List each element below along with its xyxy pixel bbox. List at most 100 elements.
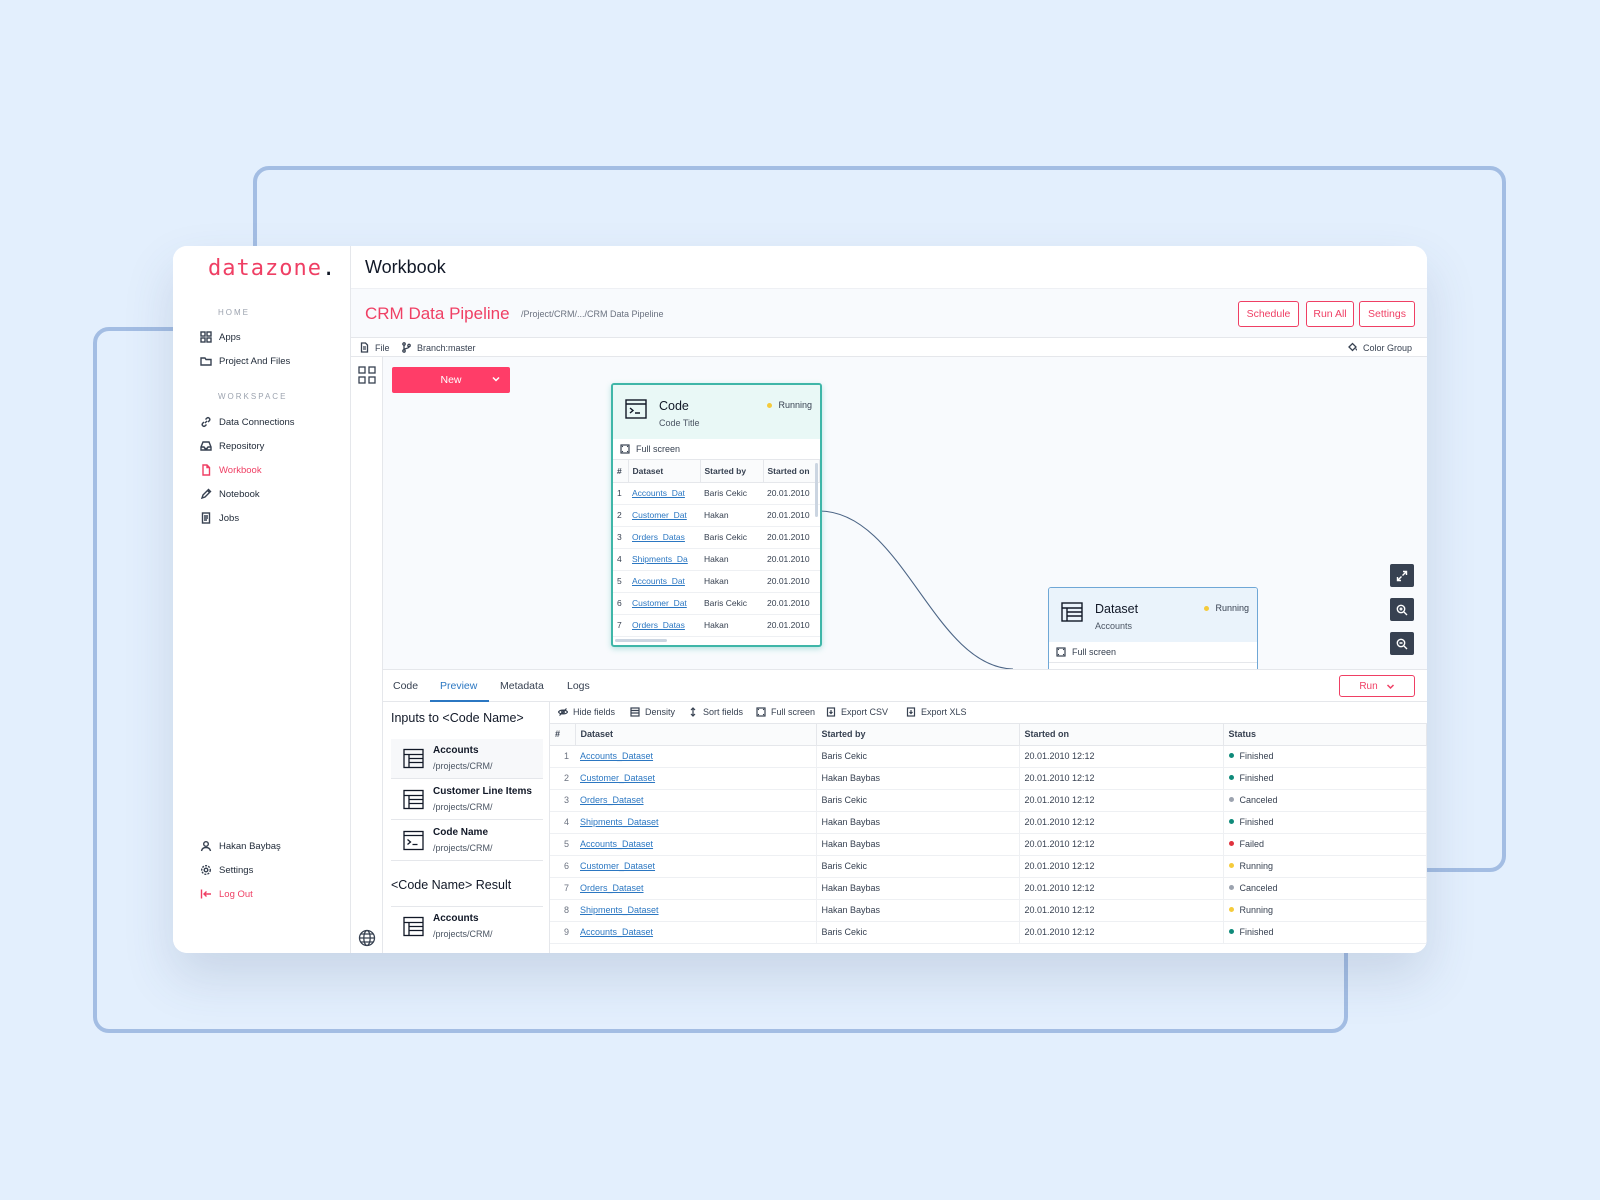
table-row[interactable]: 4 Shipments_Da Hakan 20.01.2010	[613, 548, 820, 571]
column-header[interactable]: Status	[1223, 724, 1427, 746]
table-row[interactable]: 2 Customer_Dataset Hakan Baybas 20.01.2010 …	[550, 767, 1427, 790]
dataset-link[interactable]: Orders_Dataset	[575, 877, 817, 900]
settings-button[interactable]: Settings	[1359, 301, 1415, 327]
run-button[interactable]: Run	[1339, 675, 1415, 697]
zoom-out-button[interactable]	[1390, 632, 1414, 655]
folder-icon	[200, 357, 212, 366]
logo[interactable]: datazone.	[208, 256, 337, 281]
density-button[interactable]: Density	[630, 707, 675, 717]
export-csv-button[interactable]: Export CSV	[826, 707, 888, 717]
table-row[interactable]: 8 Shipments_Dataset Hakan Baybas 20.01.2010…	[550, 899, 1427, 922]
dataset-link[interactable]: Customer_Dat	[628, 504, 700, 527]
sidebar-user[interactable]: Hakan Baybaş	[200, 836, 281, 856]
export-xls-button[interactable]: Export XLS	[906, 707, 967, 717]
sidebar-item-workbook[interactable]: Workbook	[200, 460, 262, 480]
dataset-link[interactable]: Shipments_Dataset	[575, 899, 817, 922]
dataset-link[interactable]: Orders_Datas	[628, 614, 700, 637]
sidebar-item-notebook[interactable]: Notebook	[200, 484, 260, 504]
dataset-link[interactable]: Customer_Dataset	[575, 855, 817, 878]
column-header[interactable]: Started by	[700, 460, 764, 483]
column-header[interactable]: Started by	[816, 724, 1020, 746]
sidebar-item-settings[interactable]: Settings	[200, 860, 253, 880]
sort-fields-button[interactable]: Sort fields	[688, 707, 743, 717]
dataset-link[interactable]: Accounts_Dataset	[575, 921, 817, 944]
input-file[interactable]: Code Name /projects/CRM/	[391, 821, 543, 861]
zoom-in-button[interactable]	[1390, 598, 1414, 621]
horizontal-scrollbar[interactable]	[615, 639, 667, 642]
hide-fields-button[interactable]: Hide fields	[558, 707, 615, 717]
full-screen-button[interactable]: Full screen	[1049, 642, 1257, 663]
app-window: datazone. HOME Apps Project And Files WO…	[173, 246, 1427, 953]
status-dot	[1228, 819, 1234, 824]
input-file[interactable]: Accounts /projects/CRM/	[391, 739, 543, 779]
table-cell: Hakan Baybas	[816, 899, 1020, 922]
table-row[interactable]: 5 Accounts_Dat Hakan 20.01.2010	[613, 570, 820, 593]
table-row[interactable]: 3 Orders_Datas Baris Cekic 20.01.2010	[613, 526, 820, 549]
result-title: <Code Name> Result	[391, 878, 512, 892]
table-icon	[403, 748, 424, 769]
tab-code[interactable]: Code	[393, 680, 419, 692]
sidebar-item-repository[interactable]: Repository	[200, 436, 264, 456]
sidebar-item-logout[interactable]: Log Out	[200, 884, 253, 904]
column-header[interactable]: #	[613, 460, 629, 483]
table-row[interactable]: 2 Customer_Dat Hakan 20.01.2010	[613, 504, 820, 527]
tab-metadata[interactable]: Metadata	[500, 680, 544, 692]
terminal-icon	[403, 830, 424, 851]
table-row[interactable]: 7 Orders_Dataset Hakan Baybas 20.01.2010 12…	[550, 877, 1427, 900]
column-header[interactable]: Dataset	[575, 724, 817, 746]
dataset-link[interactable]: Accounts_Dataset	[575, 833, 817, 856]
link-icon	[201, 417, 211, 427]
run-all-button[interactable]: Run All	[1306, 301, 1354, 327]
dataset-link[interactable]: Customer_Dat	[628, 592, 700, 615]
table-row[interactable]: 4 Shipments_Dataset Hakan Baybas 20.01.2010…	[550, 811, 1427, 834]
branch-selector[interactable]: Branch:master	[401, 342, 476, 353]
vertical-scrollbar[interactable]	[815, 463, 818, 517]
table-row[interactable]: 7 Orders_Datas Hakan 20.01.2010	[613, 614, 820, 637]
globe-icon[interactable]	[358, 929, 376, 947]
bottom-panel: Code Preview Metadata Logs Run Inputs to…	[383, 669, 1427, 953]
dataset-link[interactable]: Shipments_Dataset	[575, 811, 817, 834]
table-row[interactable]: 5 Accounts_Dataset Hakan Baybas 20.01.2010 …	[550, 833, 1427, 856]
column-header[interactable]: Started on	[763, 460, 820, 483]
new-button[interactable]: New	[392, 367, 510, 393]
tab-preview[interactable]: Preview	[440, 680, 478, 692]
dataset-link[interactable]: Orders_Datas	[628, 526, 700, 549]
table-row[interactable]: 6 Customer_Dat Baris Cekic 20.01.2010	[613, 592, 820, 615]
status-cell: Canceled	[1223, 877, 1427, 900]
full-screen-button[interactable]: Full screen	[613, 439, 820, 460]
table-row[interactable]: 1 Accounts_Dat Baris Cekic 20.01.2010	[613, 482, 820, 505]
dataset-link[interactable]: Shipments_Da	[628, 548, 700, 571]
color-group-button[interactable]: Color Group	[1347, 342, 1412, 353]
sidebar-item-apps[interactable]: Apps	[200, 327, 241, 347]
dataset-link[interactable]: Customer_Dataset	[575, 767, 817, 790]
full-screen-button[interactable]: Full screen	[756, 707, 815, 717]
breadcrumb[interactable]: /Project/CRM/.../CRM Data Pipeline	[521, 309, 664, 319]
schedule-button[interactable]: Schedule	[1238, 301, 1299, 327]
file-menu[interactable]: File	[359, 342, 390, 353]
sidebar-item-jobs[interactable]: Jobs	[200, 508, 239, 528]
sidebar-item-data-connections[interactable]: Data Connections	[200, 412, 295, 432]
dataset-node[interactable]: Dataset Accounts Running Full screen	[1048, 587, 1258, 669]
code-node[interactable]: Code Code Title Running Full screen # Da…	[611, 383, 822, 647]
grid-toolbar: Hide fields Density Sort fields Full scr…	[550, 702, 1427, 724]
user-icon	[200, 841, 212, 852]
column-header[interactable]: Started on	[1019, 724, 1224, 746]
column-header[interactable]: #	[550, 724, 576, 746]
sidebar-item-project-and-files[interactable]: Project And Files	[200, 351, 290, 371]
table-row[interactable]: 9 Accounts_Dataset Baris Cekic 20.01.2010 1…	[550, 921, 1427, 944]
pipeline-canvas[interactable]: New Code Code Title Running Full screen	[383, 357, 1427, 669]
status-dot	[1228, 775, 1234, 780]
input-file[interactable]: Customer Line Items /projects/CRM/	[391, 780, 543, 820]
dataset-link[interactable]: Accounts_Dataset	[575, 745, 817, 768]
table-row[interactable]: 3 Orders_Dataset Baris Cekic 20.01.2010 12:…	[550, 789, 1427, 812]
dataset-link[interactable]: Accounts_Dat	[628, 482, 700, 505]
dataset-link[interactable]: Accounts_Dat	[628, 570, 700, 593]
layout-grid-icon[interactable]	[357, 365, 377, 385]
table-row[interactable]: 1 Accounts_Dataset Baris Cekic 20.01.2010 1…	[550, 745, 1427, 768]
result-file[interactable]: Accounts /projects/CRM/	[391, 906, 543, 946]
expand-canvas-button[interactable]	[1390, 564, 1414, 587]
column-header[interactable]: Dataset	[628, 460, 701, 483]
dataset-link[interactable]: Orders_Dataset	[575, 789, 817, 812]
table-row[interactable]: 6 Customer_Dataset Baris Cekic 20.01.2010 1…	[550, 855, 1427, 878]
tab-logs[interactable]: Logs	[567, 680, 590, 692]
